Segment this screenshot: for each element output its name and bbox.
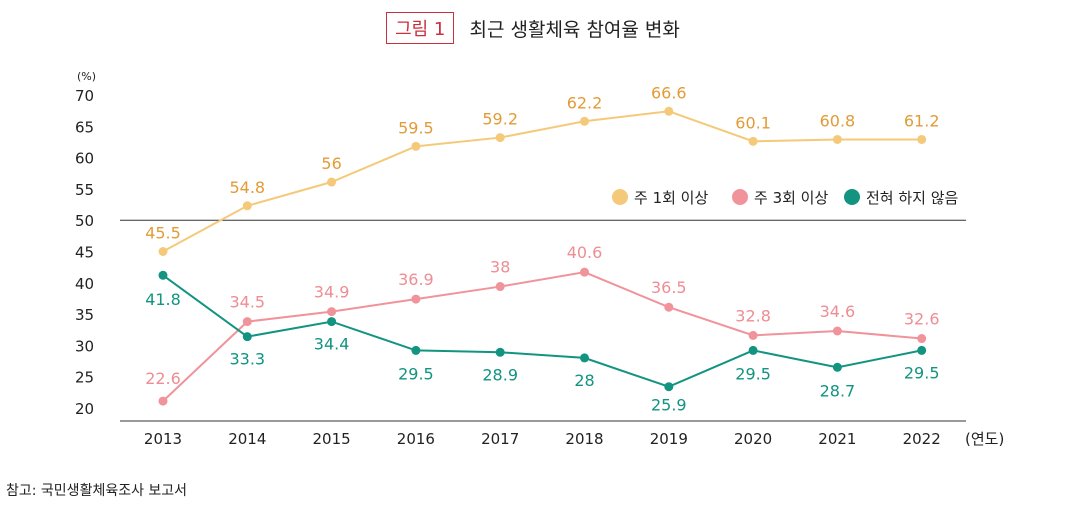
source-note: 참고: 국민생활체육조사 보고서 (6, 483, 188, 499)
data-label: 34.6 (820, 302, 856, 321)
data-point (495, 347, 505, 357)
data-point (327, 317, 337, 327)
y-tick-label: 50 (75, 212, 94, 230)
data-point (411, 345, 421, 355)
data-label: 28 (574, 371, 594, 390)
legend-marker (844, 189, 860, 205)
data-point (832, 134, 842, 144)
data-point (832, 326, 842, 336)
data-label: 29.5 (904, 363, 940, 382)
data-point (664, 106, 674, 116)
x-tick-label: 2020 (734, 430, 772, 448)
data-label: 38 (490, 258, 510, 277)
y-tick-label: 35 (75, 306, 94, 324)
x-tick-label: 2015 (313, 430, 351, 448)
x-tick-label: 2016 (397, 430, 435, 448)
line-chart: (%) 20 25 30 35 40 45 50 55 60 65 70 2013 2014 2015 201… (75, 70, 1004, 448)
figure-title: 최근 생활체육 참여율 변화 (469, 18, 680, 41)
series-line (162, 274, 922, 388)
data-label: 61.2 (904, 111, 940, 130)
data-point (158, 270, 168, 280)
data-label: 25.9 (651, 396, 687, 415)
data-point (242, 332, 252, 342)
data-point (917, 134, 927, 144)
data-label: 34.9 (314, 283, 350, 302)
y-tick-label: 60 (75, 150, 94, 168)
x-tick-label: 2018 (565, 430, 603, 448)
data-point (664, 382, 674, 392)
y-tick-label: 40 (75, 275, 94, 293)
data-point (327, 177, 337, 187)
x-tick-label: 2019 (650, 430, 688, 448)
series-line (162, 271, 922, 402)
data-label: 66.6 (651, 83, 687, 102)
x-tick-label: 2021 (818, 430, 856, 448)
data-point (411, 294, 421, 304)
y-tick-label: 55 (75, 181, 94, 199)
legend-marker (732, 189, 748, 205)
y-tick-label: 65 (75, 118, 94, 136)
data-label: 36.5 (651, 278, 687, 297)
x-unit-label: (연도) (965, 430, 1004, 448)
y-tick-label: 20 (75, 400, 94, 418)
data-point (580, 353, 589, 363)
y-tick-label: 25 (75, 369, 94, 387)
y-tick-label: 45 (75, 244, 94, 262)
data-label: 60.8 (820, 111, 856, 130)
data-label: 41.8 (145, 290, 181, 309)
data-label: 28.9 (482, 365, 518, 384)
legend-label: 주 3회 이상 (754, 189, 828, 207)
data-label: 59.5 (398, 118, 434, 137)
legend-label: 주 1회 이상 (634, 189, 708, 207)
legend-label: 전혀 하지 않음 (866, 189, 958, 207)
figure-badge: 그림 1 (386, 12, 455, 44)
data-label: 33.3 (229, 350, 265, 369)
data-point (917, 345, 927, 355)
data-label: 34.5 (229, 293, 265, 312)
data-label: 56 (321, 154, 341, 173)
legend-marker (612, 189, 628, 205)
data-point (748, 345, 758, 355)
data-label: 45.5 (145, 224, 181, 243)
data-point (664, 302, 674, 312)
x-tick-label: 2017 (481, 430, 519, 448)
data-point (832, 362, 842, 372)
data-label: 40.6 (567, 243, 603, 262)
data-label: 29.5 (735, 364, 771, 383)
data-point (158, 247, 168, 256)
data-point (495, 282, 505, 292)
data-label: 59.2 (482, 110, 518, 129)
y-tick-label: 70 (75, 87, 94, 105)
chart-title: 그림 1 최근 생활체육 참여율 변화 (0, 12, 1066, 44)
data-point (495, 133, 505, 143)
data-label: 36.9 (398, 270, 434, 289)
data-point (411, 141, 421, 151)
x-tick-label: 2022 (903, 430, 941, 448)
series-line (162, 110, 922, 253)
data-label: 22.6 (145, 369, 181, 388)
data-label: 32.8 (735, 306, 771, 325)
data-point (917, 334, 927, 344)
data-label: 28.7 (820, 381, 856, 400)
data-point (242, 317, 252, 327)
data-label: 34.4 (314, 335, 350, 354)
data-point (327, 307, 337, 317)
data-label: 62.2 (567, 93, 603, 112)
data-point (158, 396, 168, 406)
data-label: 54.8 (229, 178, 265, 197)
data-point (580, 267, 589, 277)
y-unit-label: (%) (77, 70, 96, 83)
data-label: 60.1 (735, 113, 771, 132)
data-label: 32.6 (904, 310, 940, 329)
data-point (748, 330, 758, 340)
x-tick-label: 2013 (144, 430, 182, 448)
data-label: 29.5 (398, 364, 434, 383)
data-point (580, 116, 589, 126)
x-tick-label: 2014 (228, 430, 266, 448)
data-point (748, 136, 758, 146)
data-point (242, 201, 252, 211)
y-tick-label: 30 (75, 337, 94, 355)
